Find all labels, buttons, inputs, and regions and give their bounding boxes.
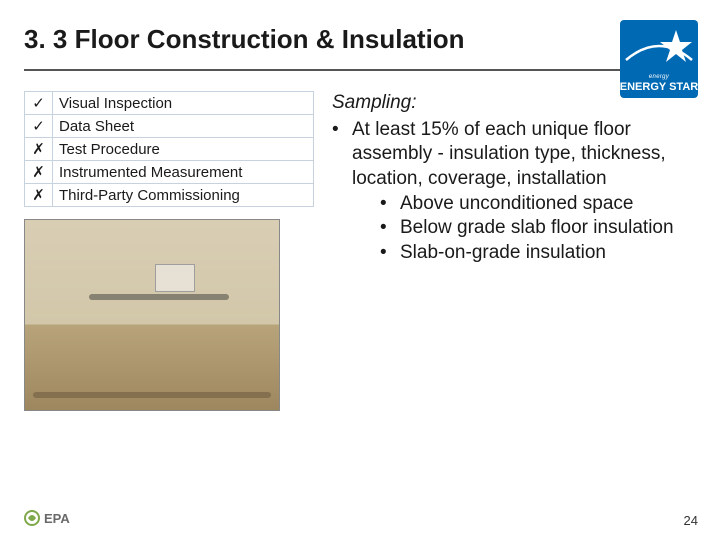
list-item: • Below grade slab floor insulation [380,216,696,241]
sub-item-text: Slab-on-grade insulation [400,241,606,266]
bullet-icon: • [380,192,400,217]
list-item-body: At least 15% of each unique floor assemb… [352,118,696,266]
table-row: ✗ Third-Party Commissioning [25,184,314,207]
epa-logo: EPA [22,508,84,528]
slide: 3. 3 Floor Construction & Insulation ene… [0,0,720,540]
cross-icon: ✗ [25,184,53,207]
photo-streak [89,294,229,300]
checklist-label: Visual Inspection [53,92,314,115]
cross-icon: ✗ [25,138,53,161]
checklist-label: Test Procedure [53,138,314,161]
epa-text: EPA [44,511,70,526]
table-row: ✓ Visual Inspection [25,92,314,115]
sampling-sublist: • Above unconditioned space • Below grad… [352,192,696,266]
ceiling-photo [24,219,280,411]
checklist-label: Instrumented Measurement [53,161,314,184]
checklist-label: Data Sheet [53,115,314,138]
list-item: • At least 15% of each unique floor asse… [332,118,696,266]
energy-star-logo: energy ENERGY STAR [620,20,698,98]
checklist-body: ✓ Visual Inspection ✓ Data Sheet ✗ Test … [25,92,314,207]
check-icon: ✓ [25,92,53,115]
energy-star-text: ENERGY STAR [620,81,698,93]
svg-text:energy: energy [649,74,670,80]
title-bar: 3. 3 Floor Construction & Insulation [0,0,720,65]
content-area: ✓ Visual Inspection ✓ Data Sheet ✗ Test … [0,71,720,411]
table-row: ✓ Data Sheet [25,115,314,138]
table-row: ✗ Test Procedure [25,138,314,161]
sampling-main-text: At least 15% of each unique floor assemb… [352,119,666,189]
page-number: 24 [684,513,698,528]
bullet-icon: • [332,118,352,143]
table-row: ✗ Instrumented Measurement [25,161,314,184]
list-item: • Slab-on-grade insulation [380,241,696,266]
page-title: 3. 3 Floor Construction & Insulation [24,24,696,55]
checklist-table: ✓ Visual Inspection ✓ Data Sheet ✗ Test … [24,91,314,207]
sub-item-text: Above unconditioned space [400,192,633,217]
right-column: Sampling: • At least 15% of each unique … [332,91,696,411]
bullet-icon: • [380,241,400,266]
list-item: • Above unconditioned space [380,192,696,217]
sampling-list: • At least 15% of each unique floor asse… [332,118,696,266]
bullet-icon: • [380,216,400,241]
cross-icon: ✗ [25,161,53,184]
sub-item-text: Below grade slab floor insulation [400,216,674,241]
check-icon: ✓ [25,115,53,138]
left-column: ✓ Visual Inspection ✓ Data Sheet ✗ Test … [24,91,314,411]
light-fixture [155,264,195,292]
checklist-label: Third-Party Commissioning [53,184,314,207]
